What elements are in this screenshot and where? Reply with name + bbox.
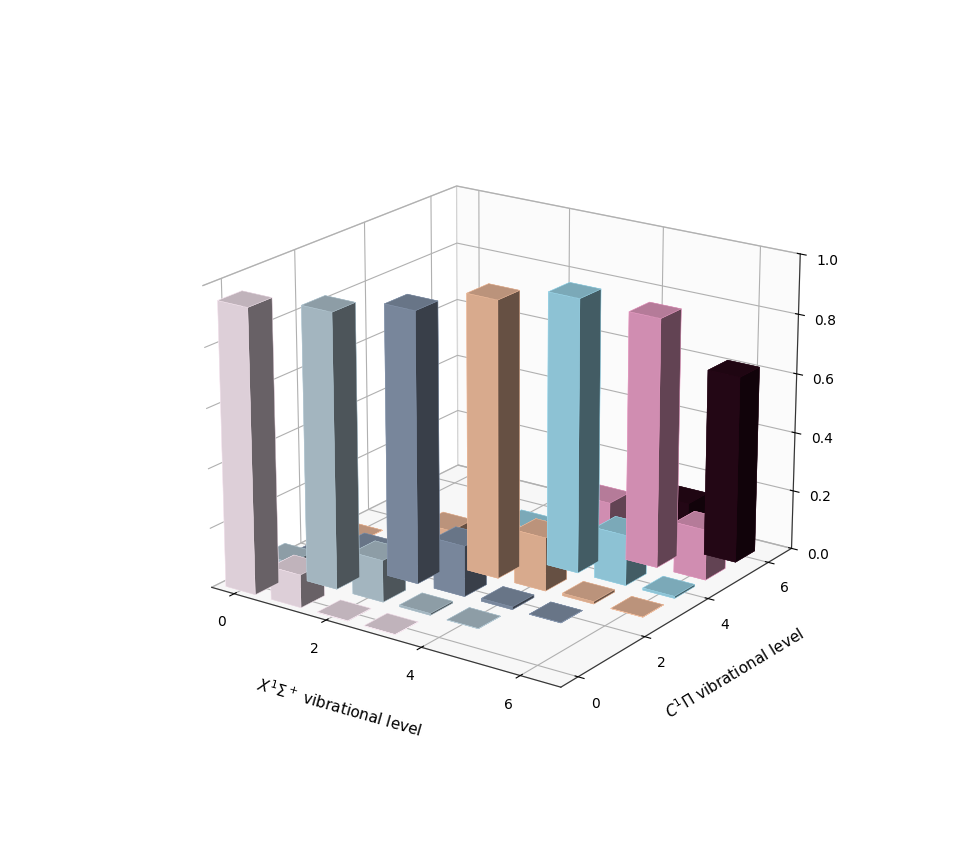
- X-axis label: $X^1\Sigma^+$ vibrational level: $X^1\Sigma^+$ vibrational level: [255, 674, 423, 739]
- Y-axis label: $C^1\Pi$ vibrational level: $C^1\Pi$ vibrational level: [662, 624, 807, 722]
